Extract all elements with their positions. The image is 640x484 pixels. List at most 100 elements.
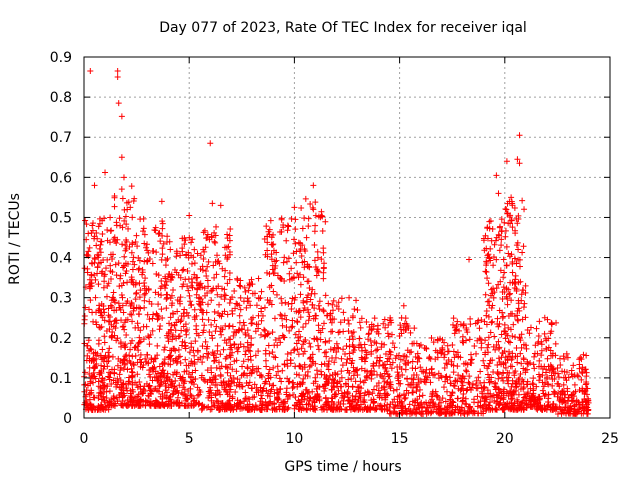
data-point (248, 320, 255, 327)
data-point (440, 384, 447, 391)
data-point (157, 322, 164, 329)
data-point (259, 388, 266, 395)
data-point (281, 254, 288, 261)
data-point (220, 346, 227, 353)
data-point (121, 326, 128, 333)
data-point (338, 355, 345, 362)
data-point (521, 206, 528, 213)
y-tick-label: 0.2 (50, 331, 72, 347)
data-point (100, 257, 107, 264)
data-point (244, 372, 251, 379)
data-point (298, 252, 305, 259)
data-point (194, 392, 201, 399)
data-point (340, 309, 347, 316)
data-point (238, 405, 245, 412)
data-point (322, 218, 329, 225)
data-point (244, 365, 251, 372)
data-point (190, 347, 197, 354)
data-point (492, 237, 499, 244)
data-point (111, 203, 118, 210)
data-point (443, 373, 450, 380)
data-point (175, 390, 182, 397)
data-point (201, 227, 208, 234)
data-point (159, 218, 166, 225)
data-point (270, 247, 277, 254)
data-point (199, 402, 206, 409)
data-point (486, 218, 493, 225)
data-point (167, 381, 174, 388)
data-point (93, 309, 100, 316)
data-point (491, 241, 498, 248)
data-point (146, 341, 153, 348)
data-point (229, 393, 236, 400)
data-point (224, 231, 231, 238)
data-point (123, 238, 130, 245)
data-point (282, 299, 289, 306)
data-point (484, 275, 491, 282)
data-point (512, 276, 519, 283)
data-point (211, 229, 218, 236)
data-point (109, 256, 116, 263)
data-point (130, 254, 137, 261)
data-point (292, 226, 299, 233)
data-point (309, 204, 316, 211)
data-point (318, 256, 325, 263)
chart-title: Day 077 of 2023, Rate Of TEC Index for r… (159, 20, 527, 36)
data-point (476, 325, 483, 332)
data-point (552, 340, 559, 347)
data-point (191, 260, 198, 267)
data-point (223, 363, 230, 370)
data-point (533, 325, 540, 332)
data-point (315, 346, 322, 353)
data-point (102, 406, 109, 413)
data-point (115, 355, 122, 362)
data-point (185, 362, 192, 369)
data-point (192, 367, 199, 374)
data-point (106, 239, 113, 246)
data-point (191, 246, 198, 253)
data-point (298, 345, 305, 352)
data-point (141, 291, 148, 298)
data-point (444, 342, 451, 349)
data-point (285, 300, 292, 307)
data-point (181, 391, 188, 398)
data-point (351, 306, 358, 313)
data-point (108, 227, 115, 234)
data-point (226, 276, 233, 283)
data-point (168, 276, 175, 283)
data-point (416, 386, 423, 393)
data-point (282, 406, 289, 413)
data-point (137, 216, 144, 223)
data-point (90, 357, 97, 364)
data-point (251, 381, 258, 388)
x-tick-label: 25 (601, 431, 619, 447)
data-point (188, 374, 195, 381)
data-point (109, 294, 116, 301)
data-point (300, 338, 307, 345)
data-point (142, 387, 149, 394)
data-point (217, 391, 224, 398)
data-point (135, 254, 142, 261)
data-point (177, 360, 184, 367)
data-point (91, 254, 98, 261)
data-point (212, 376, 219, 383)
data-point (93, 242, 100, 249)
data-point (374, 326, 381, 333)
data-point (253, 302, 260, 309)
data-point (232, 305, 239, 312)
data-point (265, 330, 272, 337)
data-point (128, 398, 135, 405)
data-point (223, 388, 230, 395)
data-point (304, 278, 311, 285)
data-point (294, 270, 301, 277)
data-point (144, 311, 151, 318)
data-point (133, 289, 140, 296)
data-point (102, 265, 109, 272)
data-point (121, 263, 128, 270)
data-point (108, 380, 115, 387)
data-point (110, 236, 117, 243)
data-point (508, 297, 515, 304)
data-point (505, 338, 512, 345)
data-point (482, 291, 489, 298)
data-point (227, 361, 234, 368)
